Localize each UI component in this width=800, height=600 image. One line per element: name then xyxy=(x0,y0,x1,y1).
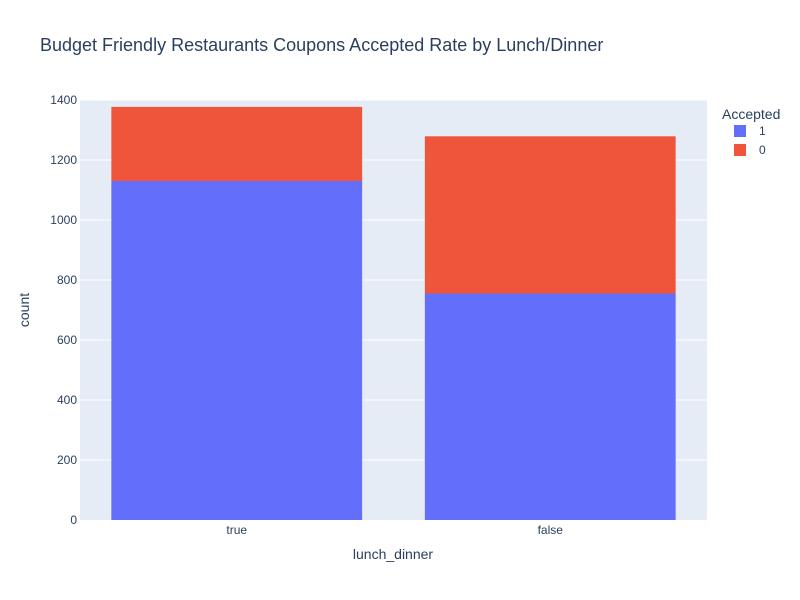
bar-false-accepted-1 xyxy=(424,293,676,520)
y-tick-label: 1200 xyxy=(50,153,77,167)
x-tick-label: true xyxy=(226,523,247,537)
bar-false-accepted-0 xyxy=(424,136,676,294)
y-axis-title: count xyxy=(16,293,32,327)
bar-true-accepted-1 xyxy=(111,181,363,520)
y-tick-label: 600 xyxy=(57,333,77,347)
chart-title: Budget Friendly Restaurants Coupons Acce… xyxy=(40,35,603,55)
y-tick-label: 1000 xyxy=(50,213,77,227)
legend: Accepted 10 xyxy=(722,106,780,157)
y-tick-label: 400 xyxy=(57,393,77,407)
bars xyxy=(111,106,676,520)
legend-items: 10 xyxy=(734,124,766,157)
legend-label-1: 1 xyxy=(759,124,766,138)
legend-label-0: 0 xyxy=(759,143,766,157)
y-tick-label: 1400 xyxy=(50,93,77,107)
legend-swatch-0 xyxy=(734,144,746,156)
x-axis-ticks: true false xyxy=(226,523,563,537)
x-axis-title: lunch_dinner xyxy=(353,546,434,562)
legend-title: Accepted xyxy=(722,106,780,122)
y-tick-label: 200 xyxy=(57,453,77,467)
y-axis-ticks: 0 200 400 600 800 1000 1200 1400 xyxy=(50,93,77,527)
legend-swatch-1 xyxy=(734,125,746,137)
x-tick-label: false xyxy=(538,523,564,537)
y-tick-label: 800 xyxy=(57,273,77,287)
y-tick-label: 0 xyxy=(70,513,77,527)
bar-true-accepted-0 xyxy=(111,106,363,181)
